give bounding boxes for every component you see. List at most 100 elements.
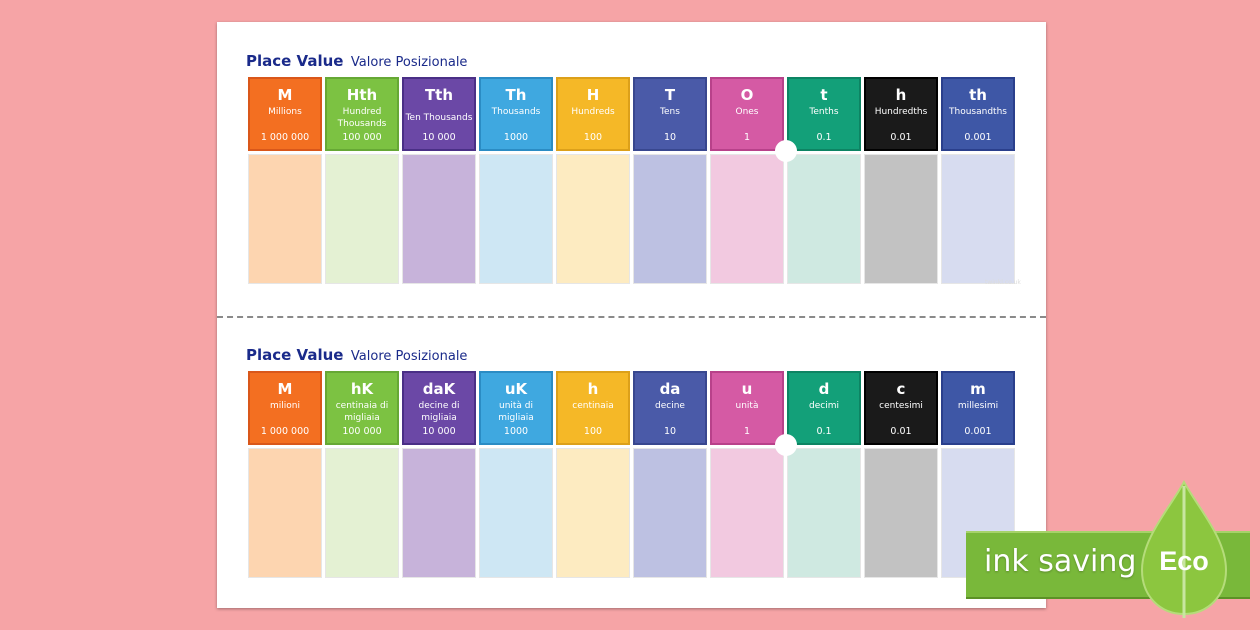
column-header: m millesimi 0.001 [941, 371, 1015, 445]
place-value-number: 1000 [503, 426, 529, 437]
answer-box [402, 448, 476, 578]
place-symbol: da [659, 380, 681, 398]
place-name: Millions [268, 107, 302, 117]
answer-box [402, 154, 476, 284]
answer-box [556, 154, 630, 284]
place-symbol: th [969, 86, 987, 104]
column-header: uK unità di migliaia 1000 [479, 371, 553, 445]
answer-box [941, 154, 1015, 284]
place-symbol: Th [505, 86, 527, 104]
place-value-number: 1 [743, 132, 751, 143]
answer-box [633, 448, 707, 578]
eco-tag: Eco [1159, 546, 1209, 576]
place-name: Thousandths [949, 107, 1007, 117]
column-header: u unità 1 [710, 371, 784, 445]
column-header: M Millions 1 000 000 [248, 77, 322, 151]
place-value-number: 1 [743, 426, 751, 437]
column-header: Th Thousands 1000 [479, 77, 553, 151]
place-symbol: daK [422, 380, 456, 398]
place-symbol: t [820, 86, 828, 104]
place-symbol: hK [350, 380, 374, 398]
place-name: centinaia [572, 401, 614, 411]
decimal-point-dot [775, 434, 797, 456]
place-symbol: h [895, 86, 907, 104]
answer-box [787, 448, 861, 578]
place-symbol: Tth [424, 86, 454, 104]
place-value-number: 100 [583, 426, 603, 437]
watermark: twinkl.co.uk [985, 279, 1021, 286]
answer-box [787, 154, 861, 284]
place-name: unità [735, 401, 759, 411]
place-symbol: d [818, 380, 830, 398]
answer-box [325, 448, 399, 578]
cut-line-dashed [217, 316, 1046, 318]
column-header: daK decine di migliaia 10 000 [402, 371, 476, 445]
place-symbol: h [587, 380, 599, 398]
place-value-number: 0.01 [890, 426, 912, 437]
answer-box [248, 448, 322, 578]
title-italian: Valore Posizionale [350, 55, 468, 70]
place-name: Tenths [809, 107, 839, 117]
place-value-number: 10 000 [422, 132, 456, 143]
place-symbol: M [277, 380, 293, 398]
place-name: millesimi [957, 401, 999, 411]
place-symbol: u [741, 380, 753, 398]
answer-box [248, 154, 322, 284]
place-value-number: 10 [663, 132, 677, 143]
chart-title: Place Value Valore Posizionale [246, 346, 467, 364]
column-header: O Ones 1 [710, 77, 784, 151]
place-name: centinaia di migliaia [335, 401, 389, 423]
answer-box [479, 448, 553, 578]
column-header: Tth Ten Thousands 10 000 [402, 77, 476, 151]
place-value-number: 10 [663, 426, 677, 437]
place-name: Hundred Thousands [337, 107, 387, 129]
place-symbol: O [740, 86, 754, 104]
answer-box [325, 154, 399, 284]
place-name: Hundredths [874, 107, 928, 117]
title-italian: Valore Posizionale [350, 349, 468, 364]
place-name: decine di migliaia [418, 401, 460, 423]
place-name: Ten Thousands [405, 113, 473, 123]
place-name: unità di migliaia [498, 401, 534, 423]
column-header: h Hundredths 0.01 [864, 77, 938, 151]
column-header: T Tens 10 [633, 77, 707, 151]
place-symbol: T [664, 86, 676, 104]
answer-box [710, 154, 784, 284]
place-value-number: 100 000 [342, 426, 382, 437]
place-symbol: Hth [346, 86, 378, 104]
column-header: th Thousandths 0.001 [941, 77, 1015, 151]
answer-box [556, 448, 630, 578]
decimal-point-dot [775, 140, 797, 162]
title-english: Place Value [246, 52, 344, 70]
column-header: h centinaia 100 [556, 371, 630, 445]
place-symbol: M [277, 86, 293, 104]
place-value-number: 0.001 [964, 426, 992, 437]
place-name: Thousands [491, 107, 541, 117]
place-symbol: uK [504, 380, 528, 398]
place-value-number: 0.001 [964, 132, 992, 143]
place-value-number: 100 000 [342, 132, 382, 143]
place-value-number: 100 [583, 132, 603, 143]
place-symbol: c [896, 380, 906, 398]
place-name: Hundreds [571, 107, 615, 117]
column-header: d decimi 0.1 [787, 371, 861, 445]
column-header: t Tenths 0.1 [787, 77, 861, 151]
answer-box [864, 448, 938, 578]
answer-box [479, 154, 553, 284]
chart-title: Place Value Valore Posizionale [246, 52, 467, 70]
column-header: hK centinaia di migliaia 100 000 [325, 371, 399, 445]
place-symbol: m [970, 380, 986, 398]
eco-leaf-icon: Eco [1140, 479, 1228, 618]
place-name: centesimi [879, 401, 923, 411]
place-value-number: 0.1 [816, 132, 832, 143]
column-header: Hth Hundred Thousands 100 000 [325, 77, 399, 151]
place-name: Tens [660, 107, 680, 117]
column-header: H Hundreds 100 [556, 77, 630, 151]
place-value-number: 1 000 000 [260, 132, 310, 143]
answer-box [864, 154, 938, 284]
answer-box [710, 448, 784, 578]
column-header: da decine 10 [633, 371, 707, 445]
place-value-number: 0.01 [890, 132, 912, 143]
worksheet-page: Place Value Valore Posizionale M Millions… [217, 22, 1046, 608]
